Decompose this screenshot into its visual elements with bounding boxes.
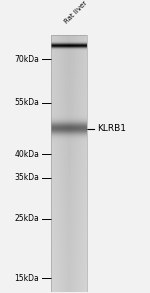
Text: KLRB1: KLRB1 <box>97 124 126 133</box>
Text: 25kDa: 25kDa <box>15 214 39 223</box>
Text: 70kDa: 70kDa <box>14 54 39 64</box>
Text: 40kDa: 40kDa <box>14 150 39 159</box>
Text: 35kDa: 35kDa <box>14 173 39 182</box>
Text: 55kDa: 55kDa <box>14 98 39 107</box>
Text: 15kDa: 15kDa <box>15 274 39 283</box>
Bar <box>51 35 87 292</box>
Text: Rat liver: Rat liver <box>63 0 88 24</box>
